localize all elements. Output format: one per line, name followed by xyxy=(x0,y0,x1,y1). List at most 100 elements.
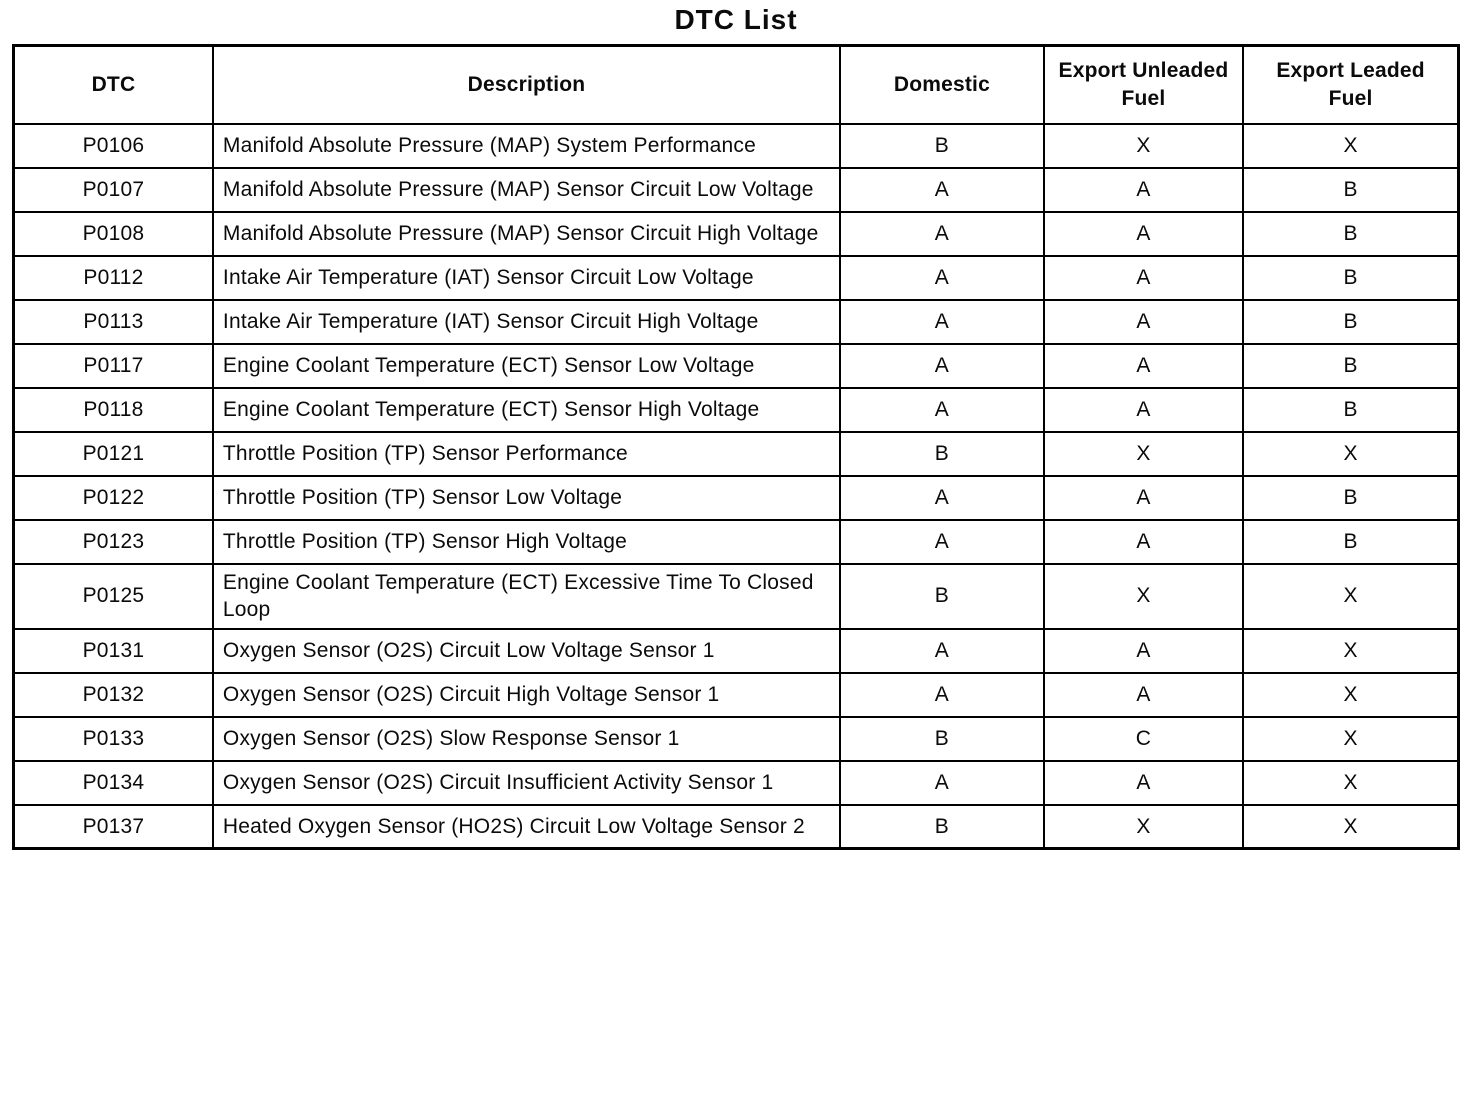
cell-export-leaded: B xyxy=(1242,166,1460,213)
table-row: P0108 Manifold Absolute Pressure (MAP) Se… xyxy=(12,210,1460,257)
table-row: P0117 Engine Coolant Temperature (ECT) Se… xyxy=(12,342,1460,389)
table-row: P0113 Intake Air Temperature (IAT) Sensor… xyxy=(12,298,1460,345)
cell-domestic: A xyxy=(839,759,1045,806)
cell-export-leaded: X xyxy=(1242,715,1460,762)
cell-domestic: A xyxy=(839,298,1045,345)
cell-domestic: A xyxy=(839,210,1045,257)
cell-dtc: P0121 xyxy=(12,430,214,477)
cell-domestic: B xyxy=(839,803,1045,850)
cell-export-unleaded: A xyxy=(1042,759,1245,806)
cell-export-leaded: X xyxy=(1242,562,1460,630)
cell-export-leaded: X xyxy=(1242,803,1460,850)
table-row: P0112 Intake Air Temperature (IAT) Sensor… xyxy=(12,254,1460,301)
cell-description: Oxygen Sensor (O2S) Circuit High Voltage… xyxy=(211,671,842,718)
cell-export-unleaded: C xyxy=(1042,715,1245,762)
cell-domestic: B xyxy=(839,562,1045,630)
table-row: P0122 Throttle Position (TP) Sensor Low V… xyxy=(12,474,1460,521)
cell-domestic: B xyxy=(839,122,1045,169)
cell-export-unleaded: A xyxy=(1042,671,1245,718)
page-title: DTC List xyxy=(674,4,798,35)
cell-domestic: B xyxy=(839,715,1045,762)
cell-domestic: A xyxy=(839,671,1045,718)
cell-domestic: A xyxy=(839,474,1045,521)
cell-description: Oxygen Sensor (O2S) Circuit Insufficient… xyxy=(211,759,842,806)
cell-domestic: B xyxy=(839,430,1045,477)
cell-domestic: A xyxy=(839,627,1045,674)
cell-export-unleaded: A xyxy=(1042,518,1245,565)
cell-export-leaded: X xyxy=(1242,671,1460,718)
cell-domestic: A xyxy=(839,518,1045,565)
cell-export-leaded: B xyxy=(1242,474,1460,521)
cell-dtc: P0108 xyxy=(12,210,214,257)
table-row: P0121 Throttle Position (TP) Sensor Perfo… xyxy=(12,430,1460,477)
cell-dtc: P0137 xyxy=(12,803,214,850)
cell-dtc: P0113 xyxy=(12,298,214,345)
table-row: P0118 Engine Coolant Temperature (ECT) Se… xyxy=(12,386,1460,433)
cell-export-leaded: B xyxy=(1242,210,1460,257)
cell-export-unleaded: A xyxy=(1042,298,1245,345)
cell-dtc: P0122 xyxy=(12,474,214,521)
cell-export-unleaded: A xyxy=(1042,166,1245,213)
cell-description: Engine Coolant Temperature (ECT) Sensor … xyxy=(211,342,842,389)
cell-export-leaded: B xyxy=(1242,386,1460,433)
table-row: P0107 Manifold Absolute Pressure (MAP) Se… xyxy=(12,166,1460,213)
cell-description: Intake Air Temperature (IAT) Sensor Circ… xyxy=(211,298,842,345)
cell-dtc: P0118 xyxy=(12,386,214,433)
cell-export-unleaded: X xyxy=(1042,562,1245,630)
header-domestic: Domestic xyxy=(839,44,1045,125)
table-header-row: DTC Description Domestic Export Unleaded… xyxy=(12,44,1460,125)
cell-export-leaded: B xyxy=(1242,342,1460,389)
cell-dtc: P0112 xyxy=(12,254,214,301)
header-export-leaded: Export Leaded Fuel xyxy=(1242,44,1460,125)
cell-export-leaded: B xyxy=(1242,298,1460,345)
cell-export-unleaded: A xyxy=(1042,474,1245,521)
cell-export-leaded: X xyxy=(1242,122,1460,169)
table-row: P0133 Oxygen Sensor (O2S) Slow Response S… xyxy=(12,715,1460,762)
header-export-unleaded: Export Unleaded Fuel xyxy=(1042,44,1245,125)
cell-description: Intake Air Temperature (IAT) Sensor Circ… xyxy=(211,254,842,301)
cell-export-unleaded: A xyxy=(1042,254,1245,301)
table-row: P0106 Manifold Absolute Pressure (MAP) Sy… xyxy=(12,122,1460,169)
cell-export-unleaded: X xyxy=(1042,803,1245,850)
header-dtc: DTC xyxy=(12,44,214,125)
cell-domestic: A xyxy=(839,386,1045,433)
cell-export-unleaded: X xyxy=(1042,430,1245,477)
cell-export-leaded: X xyxy=(1242,627,1460,674)
cell-description: Throttle Position (TP) Sensor High Volta… xyxy=(211,518,842,565)
cell-description: Throttle Position (TP) Sensor Low Voltag… xyxy=(211,474,842,521)
cell-export-unleaded: A xyxy=(1042,386,1245,433)
cell-description: Throttle Position (TP) Sensor Performanc… xyxy=(211,430,842,477)
cell-dtc: P0133 xyxy=(12,715,214,762)
cell-dtc: P0132 xyxy=(12,671,214,718)
cell-domestic: A xyxy=(839,166,1045,213)
table-row: P0132 Oxygen Sensor (O2S) Circuit High Vo… xyxy=(12,671,1460,718)
cell-export-leaded: B xyxy=(1242,254,1460,301)
cell-description: Engine Coolant Temperature (ECT) Excessi… xyxy=(211,562,842,630)
cell-dtc: P0117 xyxy=(12,342,214,389)
cell-dtc: P0106 xyxy=(12,122,214,169)
cell-export-leaded: B xyxy=(1242,518,1460,565)
cell-export-leaded: X xyxy=(1242,759,1460,806)
table-body: P0106 Manifold Absolute Pressure (MAP) Sy… xyxy=(12,122,1460,850)
cell-domestic: A xyxy=(839,342,1045,389)
cell-dtc: P0107 xyxy=(12,166,214,213)
cell-description: Manifold Absolute Pressure (MAP) Sensor … xyxy=(211,166,842,213)
table-row: P0137 Heated Oxygen Sensor (HO2S) Circuit… xyxy=(12,803,1460,850)
header-description: Description xyxy=(211,44,842,125)
cell-description: Manifold Absolute Pressure (MAP) Sensor … xyxy=(211,210,842,257)
cell-export-unleaded: X xyxy=(1042,122,1245,169)
table-row: P0131 Oxygen Sensor (O2S) Circuit Low Vol… xyxy=(12,627,1460,674)
cell-description: Oxygen Sensor (O2S) Circuit Low Voltage … xyxy=(211,627,842,674)
cell-description: Engine Coolant Temperature (ECT) Sensor … xyxy=(211,386,842,433)
cell-dtc: P0125 xyxy=(12,562,214,630)
table-head: DTC Description Domestic Export Unleaded… xyxy=(12,44,1460,125)
table-row: P0123 Throttle Position (TP) Sensor High … xyxy=(12,518,1460,565)
table-row: P0125 Engine Coolant Temperature (ECT) Ex… xyxy=(12,562,1460,630)
cell-domestic: A xyxy=(839,254,1045,301)
cell-export-unleaded: A xyxy=(1042,210,1245,257)
cell-export-unleaded: A xyxy=(1042,342,1245,389)
cell-dtc: P0134 xyxy=(12,759,214,806)
table-row: P0134 Oxygen Sensor (O2S) Circuit Insuffi… xyxy=(12,759,1460,806)
cell-dtc: P0131 xyxy=(12,627,214,674)
